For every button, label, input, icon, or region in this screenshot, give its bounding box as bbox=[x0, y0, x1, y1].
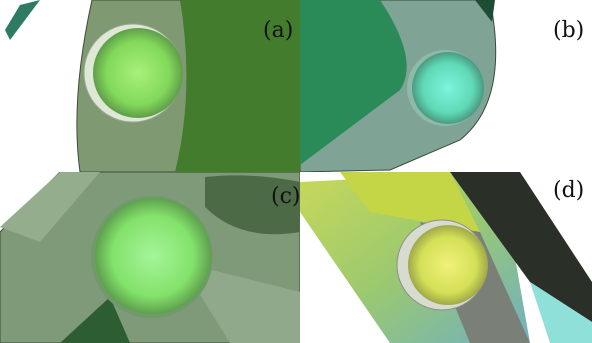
charcoal-beam bbox=[450, 172, 592, 322]
dark-corner bbox=[475, 0, 495, 22]
sphere bbox=[95, 198, 211, 314]
panel-label-d: (d) bbox=[553, 178, 585, 203]
render-panel-a bbox=[0, 0, 300, 172]
sphere bbox=[412, 52, 484, 124]
dark-slot bbox=[205, 175, 300, 235]
light-facet bbox=[0, 172, 100, 242]
yellow-band bbox=[340, 172, 480, 232]
dark-corner bbox=[60, 297, 130, 343]
teal-green-shape bbox=[300, 0, 407, 165]
dark-green-band bbox=[175, 0, 300, 172]
render-panel-b bbox=[300, 0, 592, 172]
corner-shard bbox=[5, 0, 40, 40]
render-panel-d bbox=[300, 172, 592, 343]
sphere bbox=[408, 225, 488, 305]
panel-label-a: (a) bbox=[263, 18, 294, 43]
panel-label-b: (b) bbox=[553, 18, 585, 43]
right-facet bbox=[180, 262, 300, 343]
render-panel-c bbox=[0, 172, 300, 343]
sphere bbox=[93, 28, 183, 118]
panel-label-c: (c) bbox=[271, 184, 301, 209]
cyan-strip bbox=[530, 282, 592, 343]
